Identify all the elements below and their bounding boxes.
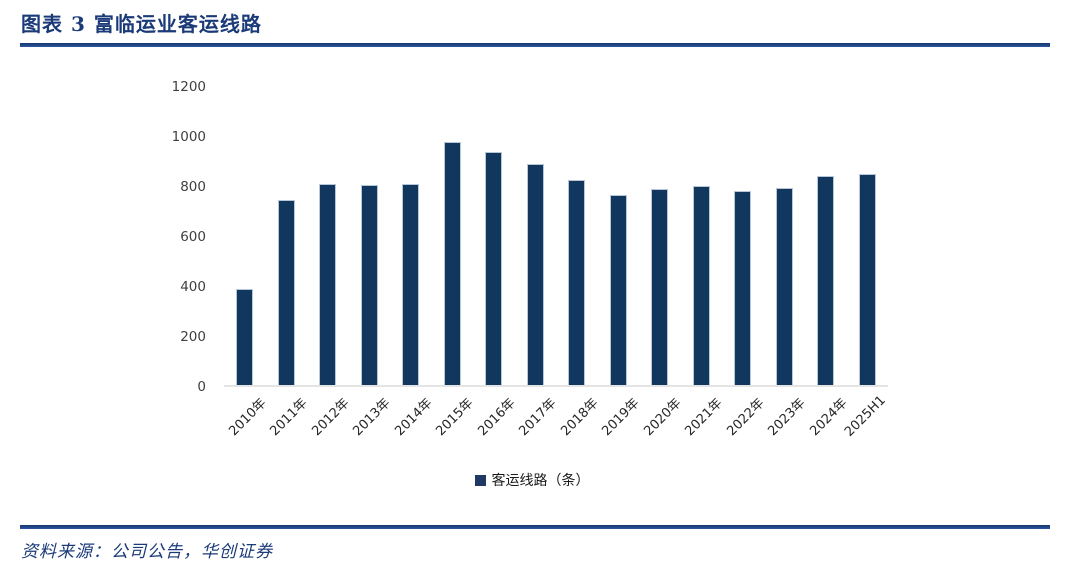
figure-title: 图表 3 富临运业客运线路 [21, 12, 262, 36]
bar [319, 183, 337, 385]
x-axis-label: 2011年 [267, 395, 311, 440]
plot-area: 2010年 2011年 2012年 2013年 2014年 2015年 2016年 2017年… [224, 87, 889, 440]
bar [277, 200, 295, 385]
bar-slot: 2021年 [681, 87, 726, 439]
bar-slot: 2014年 [390, 87, 435, 439]
x-axis-label: 2018年 [557, 395, 602, 440]
bottom-rule [20, 525, 1050, 529]
x-axis-label: 2017年 [516, 395, 560, 440]
x-axis-label: 2012年 [308, 395, 353, 440]
bar-slot: 2015年 [432, 87, 477, 439]
y-tick-label: 0 [197, 379, 206, 395]
source-text: 资料来源：公司公告，华创证券 [21, 542, 273, 562]
legend: 客运线路（条） [200, 470, 864, 490]
legend-label: 客运线路（条） [491, 473, 590, 489]
title-rule [20, 43, 1050, 47]
x-axis-label: 2023年 [765, 395, 809, 440]
legend-swatch-icon [474, 474, 486, 486]
bar [236, 289, 254, 385]
y-tick-label: 400 [180, 279, 206, 295]
bar-slot: 2020年 [639, 87, 684, 439]
x-axis-label: 2020年 [640, 395, 685, 440]
y-axis: 0 200 400 600 800 1000 1200 [0, 79, 206, 395]
y-tick-label: 600 [180, 229, 206, 245]
bar-slot: 2016年 [473, 87, 518, 439]
bar-slot: 2023年 [764, 87, 809, 439]
bar-chart: 0 200 400 600 800 1000 1200 2010年 2011年 2012年 201… [0, 79, 889, 490]
bar [692, 186, 710, 385]
bar-slot: 2012年 [307, 87, 352, 439]
bar [858, 174, 876, 385]
bar [485, 152, 503, 385]
x-axis-label: 2010年 [225, 395, 270, 440]
bar-slot: 2024年 [805, 87, 850, 439]
x-axis-label: 2015年 [433, 395, 477, 440]
bar [443, 141, 461, 385]
y-tick-label: 200 [180, 329, 206, 345]
bar [817, 175, 835, 385]
bar-slot: 2018年 [556, 87, 601, 439]
bar-slot: 2010年 [224, 87, 269, 439]
bar [526, 163, 544, 385]
x-axis-label: 2024年 [806, 395, 851, 440]
bar-slot: 2017年 [515, 87, 560, 439]
bar-slot: 2011年 [266, 87, 311, 439]
x-axis-label: 2022年 [723, 395, 768, 440]
bar [775, 188, 793, 385]
x-axis-label: 2019年 [599, 395, 643, 440]
bar [360, 185, 378, 385]
y-tick-label: 800 [180, 179, 206, 195]
x-axis-label: 2016年 [474, 395, 519, 440]
bar-slot: 2019年 [598, 87, 643, 439]
bar [651, 189, 669, 385]
y-tick-label: 1200 [171, 79, 206, 95]
x-axis-label: 2013年 [350, 395, 394, 440]
x-axis-label: 2014年 [391, 395, 436, 440]
bar [734, 191, 752, 385]
bar [568, 179, 586, 385]
x-axis-label: 2025H1 [842, 393, 889, 440]
bar-slot: 2013年 [349, 87, 394, 439]
bar [609, 194, 627, 385]
bar-slot: 2025H1 [842, 87, 889, 440]
x-axis-label: 2021年 [682, 395, 726, 440]
y-tick-label: 1000 [171, 129, 206, 145]
bar [402, 183, 420, 385]
bar-slot: 2022年 [722, 87, 767, 439]
